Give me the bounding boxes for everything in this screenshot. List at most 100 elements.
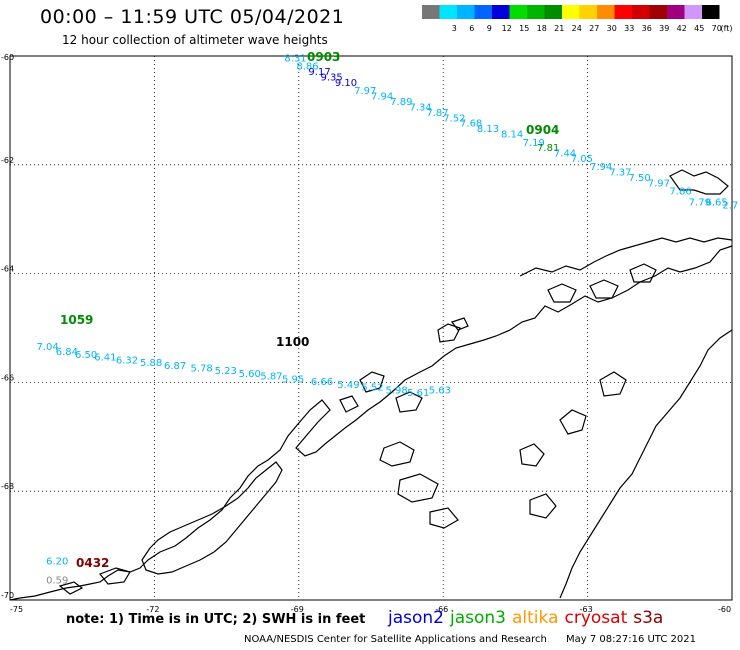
scale-unit: (ft)	[721, 24, 733, 33]
scale-label: 24	[572, 24, 582, 33]
swh-value: 8.31	[284, 53, 306, 64]
swh-value: 7.68	[460, 119, 482, 130]
scale-swatch	[614, 5, 632, 19]
satellite-jason2: jason2	[388, 608, 444, 628]
lon-label: -66	[435, 605, 448, 614]
lat-label: -64	[1, 265, 14, 274]
track-labels: 8.318.869.179.359.107.977.947.897.347.87…	[36, 50, 738, 587]
scale-label: 15	[519, 24, 529, 33]
satellite-altika: altika	[512, 608, 559, 628]
swh-value: 6.20	[46, 557, 68, 568]
pass-time-label: 1059	[60, 313, 93, 327]
swh-value: 5.49	[337, 380, 359, 391]
scale-label: 30	[607, 24, 617, 33]
scale-swatch	[527, 5, 545, 19]
swh-value: 7.87	[426, 108, 448, 119]
swh-value: 7.97	[648, 179, 670, 190]
swh-value: 7.79	[689, 198, 711, 209]
map-frame	[9, 55, 733, 601]
satellite-s3a: s3a	[633, 608, 664, 628]
scale-label: 18	[537, 24, 547, 33]
scale-swatch	[544, 5, 562, 19]
swh-value: 7.94	[590, 162, 612, 173]
swh-value: 6.66	[311, 377, 333, 388]
swh-value: 5.87	[260, 372, 282, 383]
scale-label: 6	[469, 24, 474, 33]
lon-label: -72	[146, 605, 159, 614]
swh-value: 9.17	[308, 67, 330, 78]
scale-label: 39	[659, 24, 669, 33]
lat-label: -66	[1, 373, 14, 382]
swh-value: 5.61	[407, 388, 429, 399]
swh-value: 8.14	[501, 130, 523, 141]
lon-label: -75	[10, 605, 23, 614]
swh-value: 7.04	[36, 342, 58, 353]
footer-note: note: 1) Time is in UTC; 2) SWH is in fe…	[66, 612, 366, 627]
scale-label: 21	[554, 24, 564, 33]
swh-value: 5.23	[215, 366, 237, 377]
swh-value: 8.86	[296, 62, 318, 73]
pass-time-label: 0903	[307, 50, 340, 64]
swh-value: 7.94	[371, 92, 393, 103]
swh-value: 9.35	[320, 72, 342, 83]
pass-time-label: 1100	[276, 335, 309, 349]
swh-value: 9.10	[335, 78, 357, 89]
swh-value: 0.59	[46, 576, 68, 587]
scale-label: 42	[677, 24, 687, 33]
generated-timestamp: May 7 08:27:16 UTC 2021	[566, 634, 696, 645]
swh-value: 7.97	[354, 86, 376, 97]
pass-time-label: 0904	[526, 123, 559, 137]
scale-label: 45	[694, 24, 704, 33]
lat-label: -70	[1, 591, 14, 600]
swh-value: 6.41	[94, 353, 116, 364]
lon-label: -60	[718, 605, 731, 614]
swh-value: 5.52	[361, 383, 383, 394]
swh-value: 7.05	[571, 154, 593, 165]
scale-swatch	[597, 5, 615, 19]
scale-label: 12	[502, 24, 512, 33]
lon-label: -63	[580, 605, 593, 614]
coastline	[9, 169, 733, 601]
scale-swatch	[474, 5, 492, 19]
scale-swatch	[632, 5, 650, 19]
scale-label: 70	[712, 24, 722, 33]
swh-value: 5.98	[385, 385, 407, 396]
swh-value: 5.63	[429, 385, 451, 396]
swh-value: 7.44	[554, 149, 576, 160]
satellite-legend: jason2 jason3 altika cryosat s3a	[388, 608, 669, 628]
satellite-jason3: jason3	[450, 608, 506, 628]
scale-label: 3	[452, 24, 457, 33]
credit-text: NOAA/NESDIS Center for Satellite Applica…	[244, 634, 547, 645]
lat-label: -68	[1, 482, 14, 491]
lat-label: -60	[1, 53, 14, 62]
swh-value: 7.81	[537, 143, 559, 154]
scale-label: 33	[624, 24, 634, 33]
swh-value: 5.88	[140, 358, 162, 369]
scale-swatch	[579, 5, 597, 19]
satellite-cryosat: cryosat	[564, 608, 628, 628]
swh-value: 7.19	[523, 138, 545, 149]
scale-label: 9	[487, 24, 492, 33]
scale-swatch	[439, 5, 457, 19]
swh-value: 6.84	[56, 347, 78, 358]
swh-value: 7.50	[629, 173, 651, 184]
swh-value: 5.60	[239, 369, 261, 380]
scale-swatch	[667, 5, 685, 19]
color-scale-legend: 3 6 9 12 15 18 21 24 27 30 33 36 39 42 45 70(ft)	[422, 5, 733, 33]
swh-value: 6.65	[706, 198, 728, 209]
swh-value: 8.13	[477, 124, 499, 135]
scale-label: 27	[589, 24, 599, 33]
swh-value: 7.86	[669, 187, 691, 198]
pass-time-label: 0432	[76, 556, 109, 570]
scale-swatch	[422, 5, 440, 19]
swh-value: 7.52	[443, 113, 465, 124]
scale-swatch	[492, 5, 510, 19]
lon-label: -69	[291, 605, 304, 614]
swh-value: 6.87	[164, 361, 186, 372]
page-title: 00:00 – 11:59 UTC 05/04/2021	[40, 6, 345, 28]
scale-swatch	[702, 5, 720, 19]
scale-swatch	[509, 5, 527, 19]
graticule: -60 -62 -64 -66 -68 -70 -75 -72 -69 -66 -63 -60	[1, 53, 732, 614]
swh-value: 5.95	[282, 374, 304, 385]
